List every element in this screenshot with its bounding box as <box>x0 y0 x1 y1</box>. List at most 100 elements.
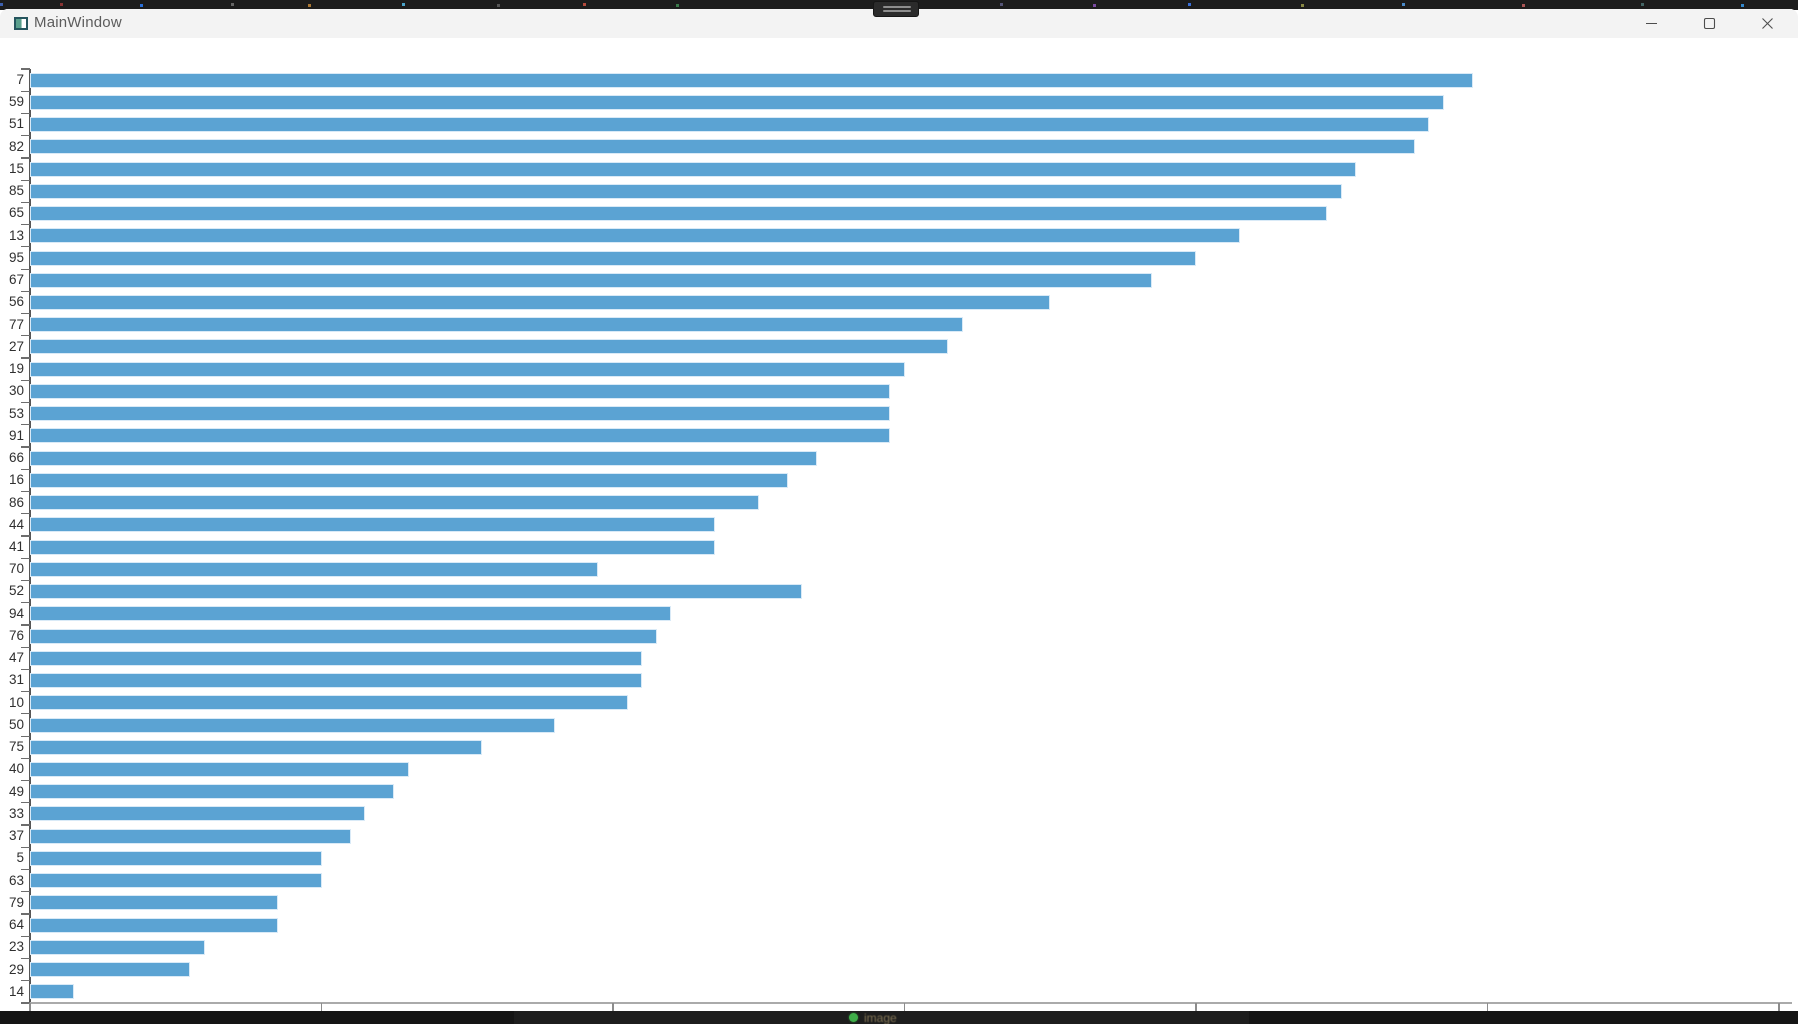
y-axis-tick <box>21 490 30 493</box>
bar-row: 37 <box>9 825 1779 847</box>
y-axis-tick <box>21 602 30 604</box>
taskbar-sliver: image <box>0 1011 1798 1024</box>
bar <box>30 517 716 533</box>
screen-drag-handle[interactable] <box>873 1 919 17</box>
y-axis-tick-label: 51 <box>8 116 24 132</box>
y-axis-tick <box>21 424 30 426</box>
y-axis-tick-label: 29 <box>8 961 24 977</box>
bar-row: 66 <box>9 447 1779 469</box>
y-axis-tick-label: 13 <box>8 227 24 243</box>
y-axis-tick-label: 53 <box>8 405 24 421</box>
bar <box>30 206 1328 222</box>
bar-row: 40 <box>9 758 1779 780</box>
y-axis-tick <box>21 624 30 626</box>
y-axis-tick <box>21 157 30 159</box>
y-axis-tick <box>21 357 30 359</box>
y-axis-tick-label: 50 <box>8 716 24 732</box>
maximize-button[interactable] <box>1680 9 1738 38</box>
y-axis-tick-label: 40 <box>8 761 24 777</box>
bar-row: 70 <box>9 558 1779 580</box>
window-title: MainWindow <box>34 14 122 31</box>
y-axis-tick <box>21 802 30 804</box>
y-axis-tick <box>21 290 30 292</box>
y-axis-tick <box>21 891 30 893</box>
minimize-button[interactable] <box>1622 9 1680 38</box>
bar-row: 31 <box>9 669 1779 691</box>
bar <box>30 606 672 622</box>
y-axis-tick-label: 70 <box>8 561 24 577</box>
y-axis-tick-label: 76 <box>8 627 24 643</box>
bar <box>30 761 409 777</box>
bar-row: 10 <box>9 692 1779 714</box>
x-axis-tick <box>1778 1003 1780 1011</box>
y-axis-tick-label: 94 <box>8 605 24 621</box>
y-axis-tick <box>21 668 30 671</box>
bar-row: 86 <box>9 492 1779 514</box>
bar-row: 53 <box>9 403 1779 425</box>
bar <box>30 406 890 422</box>
y-axis-tick <box>21 846 30 848</box>
maximize-icon <box>1703 17 1715 30</box>
bar-row: 30 <box>9 380 1779 402</box>
background-noise <box>0 3 3 6</box>
y-axis-tick <box>21 335 30 337</box>
y-axis-tick-label: 33 <box>8 805 24 821</box>
bar <box>30 317 963 333</box>
bar <box>30 361 905 377</box>
bar-row: 52 <box>9 580 1779 602</box>
bar-row: 65 <box>9 202 1779 224</box>
y-axis-tick <box>21 268 30 270</box>
bar-row: 19 <box>9 358 1779 380</box>
tray-status-icon <box>849 1013 858 1022</box>
y-axis-tick <box>21 535 30 537</box>
bar <box>30 561 599 577</box>
bar <box>30 161 1357 177</box>
bar <box>30 450 818 466</box>
y-axis-tick <box>21 579 30 582</box>
handle-line <box>883 6 911 8</box>
y-axis-tick <box>21 757 30 759</box>
y-axis-tick-label: 95 <box>8 249 24 265</box>
bar-row: 95 <box>9 247 1779 269</box>
close-button[interactable] <box>1738 9 1796 38</box>
bar-row: 59 <box>9 91 1779 113</box>
y-axis-tick <box>21 313 30 315</box>
x-axis-tick <box>320 1003 323 1011</box>
bar-row: 13 <box>9 225 1779 247</box>
y-axis-tick-label: 77 <box>8 316 24 332</box>
bar-chart: 7 59 51 82 15 85 65 13 95 67 56 77 27 19 30 53 91 66 16 86 4… <box>0 38 1798 1024</box>
y-axis-tick <box>21 112 30 115</box>
y-axis-tick-label: 19 <box>8 361 24 377</box>
y-axis-tick <box>21 513 30 515</box>
x-axis-line <box>29 1002 1792 1004</box>
bar-row: 23 <box>9 936 1779 958</box>
bar <box>30 72 1473 88</box>
y-axis-tick <box>21 980 30 982</box>
y-axis-tick-label: 82 <box>8 138 24 154</box>
bar <box>30 183 1342 199</box>
y-axis-tick-label: 44 <box>8 516 24 532</box>
bar <box>30 628 657 644</box>
plot-area: 7 59 51 82 15 85 65 13 95 67 56 77 27 19 30 53 91 66 16 86 4… <box>9 68 1792 1024</box>
y-axis-tick-label: 16 <box>8 472 24 488</box>
y-axis-tick-label: 66 <box>8 450 24 466</box>
bar-row: 16 <box>9 469 1779 491</box>
bar <box>30 962 191 978</box>
bar <box>30 383 890 399</box>
bar <box>30 228 1240 244</box>
bar <box>30 94 1444 110</box>
bar <box>30 117 1430 133</box>
y-axis-tick <box>21 824 30 826</box>
bar <box>30 828 351 844</box>
y-axis-tick-label: 65 <box>8 205 24 221</box>
bar <box>30 650 643 666</box>
y-axis-tick <box>21 224 30 226</box>
y-axis-tick <box>21 446 30 448</box>
y-axis-tick-label: 52 <box>8 583 24 599</box>
y-axis-tick <box>21 735 30 737</box>
y-axis-tick <box>21 1002 30 1004</box>
bar <box>30 873 322 889</box>
y-axis-tick-label: 56 <box>8 294 24 310</box>
bar-row: 29 <box>9 959 1779 981</box>
